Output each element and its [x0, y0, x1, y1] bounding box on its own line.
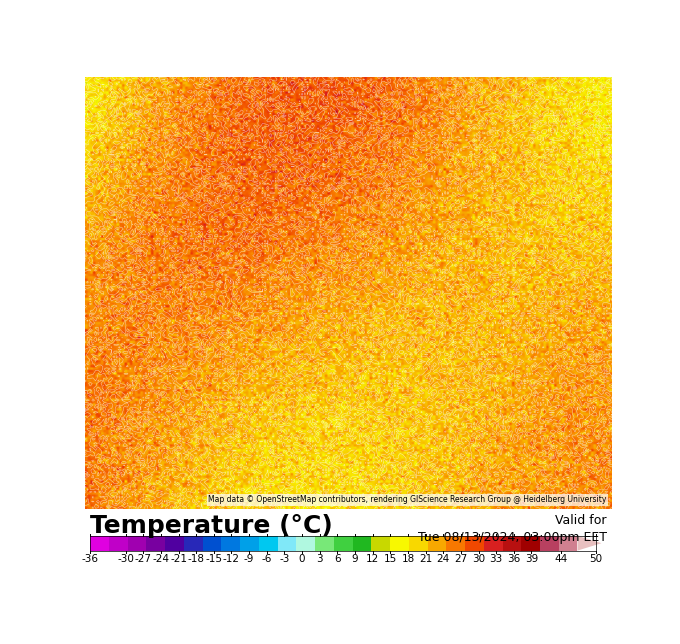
Polygon shape	[577, 536, 602, 551]
Text: 36: 36	[507, 554, 520, 564]
Text: 3: 3	[316, 554, 323, 564]
Text: -18: -18	[188, 554, 205, 564]
Bar	[203, 536, 222, 551]
Bar	[259, 536, 277, 551]
Text: Valid for
Tue 08/13/2024, 03:00pm EET: Valid for Tue 08/13/2024, 03:00pm EET	[418, 514, 607, 544]
Text: -36: -36	[82, 554, 99, 564]
Bar	[334, 536, 353, 551]
Text: 27: 27	[454, 554, 468, 564]
Bar	[371, 536, 390, 551]
Text: 33: 33	[490, 554, 503, 564]
Text: 6: 6	[334, 554, 341, 564]
Text: -24: -24	[152, 554, 169, 564]
Text: -15: -15	[205, 554, 222, 564]
Text: 0: 0	[299, 554, 305, 564]
Bar	[146, 536, 165, 551]
Text: -6: -6	[262, 554, 272, 564]
Text: 44: 44	[554, 554, 568, 564]
Bar	[277, 536, 296, 551]
Text: Temperature (°C): Temperature (°C)	[90, 514, 333, 538]
Text: -27: -27	[135, 554, 152, 564]
Text: -12: -12	[223, 554, 240, 564]
Text: 21: 21	[419, 554, 432, 564]
Bar	[428, 536, 446, 551]
Text: -30: -30	[117, 554, 134, 564]
Bar	[465, 536, 483, 551]
Text: -21: -21	[170, 554, 187, 564]
Text: 18: 18	[401, 554, 415, 564]
Bar	[296, 536, 315, 551]
Bar	[128, 536, 146, 551]
Bar	[315, 536, 334, 551]
Text: 15: 15	[384, 554, 397, 564]
Bar	[222, 536, 240, 551]
Text: 12: 12	[366, 554, 379, 564]
Bar	[483, 536, 503, 551]
Bar	[409, 536, 428, 551]
Bar	[184, 536, 203, 551]
Text: 24: 24	[437, 554, 450, 564]
Bar	[90, 536, 109, 551]
Bar	[522, 536, 540, 551]
Text: -3: -3	[279, 554, 290, 564]
Text: 9: 9	[352, 554, 358, 564]
Text: -9: -9	[244, 554, 254, 564]
Bar	[390, 536, 409, 551]
Bar	[503, 536, 522, 551]
Bar	[240, 536, 259, 551]
Text: Map data © OpenStreetMap contributors, rendering GIScience Research Group @ Heid: Map data © OpenStreetMap contributors, r…	[208, 495, 607, 504]
Text: 50: 50	[590, 554, 602, 564]
Bar	[165, 536, 184, 551]
Bar	[540, 536, 559, 551]
Bar	[559, 536, 577, 551]
Bar	[109, 536, 128, 551]
Bar	[446, 536, 465, 551]
Text: 39: 39	[525, 554, 538, 564]
Bar	[353, 536, 371, 551]
Text: 30: 30	[472, 554, 485, 564]
